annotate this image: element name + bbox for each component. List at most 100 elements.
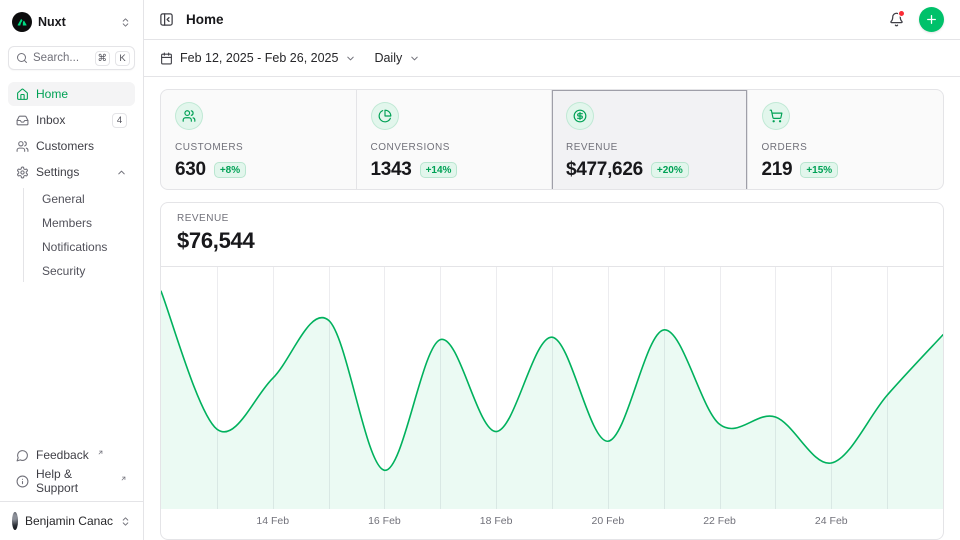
sidebar-item-customers[interactable]: Customers [8,134,135,158]
notification-dot [898,10,905,17]
stat-delta-badge: +8% [214,162,246,178]
stats-row: CUSTOMERS 630 +8% CONVERSIONS 1343 +14% [160,89,944,190]
chevron-up-icon [116,167,127,178]
cart-icon [762,102,790,130]
app-window: Nuxt Search... ⌘ K Home [0,0,960,540]
search-input[interactable]: Search... ⌘ K [8,46,135,70]
stat-label: CONVERSIONS [371,142,538,153]
help-support-link[interactable]: Help & Support [8,469,135,493]
settings-submenu: General Members Notifications Security [23,188,135,282]
stat-delta-badge: +14% [420,162,458,178]
home-icon [16,88,29,101]
user-name: Benjamin Canac [25,514,113,528]
calendar-icon [160,52,173,65]
nuxt-logo-icon [12,12,32,32]
period-value: Daily [374,51,402,65]
stat-card-conversions[interactable]: CONVERSIONS 1343 +14% [357,90,553,190]
stat-label: ORDERS [762,142,930,153]
stat-value: 630 [175,159,206,181]
inbox-count-badge: 4 [112,113,127,128]
chart-svg [161,267,943,509]
users-icon [16,140,29,153]
main-area: Home Feb 12, 2025 - Feb 26, 2025 Daily [144,0,960,540]
chevron-down-icon [345,53,356,64]
sidebar: Nuxt Search... ⌘ K Home [0,0,144,540]
sub-item-label: Notifications [42,240,107,254]
kbd-cmd: ⌘ [95,51,111,66]
chart-header: REVENUE $76,544 [161,203,943,266]
notifications-button[interactable] [883,7,909,33]
users-icon [175,102,203,130]
chart-x-axis: 14 Feb16 Feb18 Feb20 Feb22 Feb24 Feb [161,509,943,535]
revenue-area-chart [161,266,943,509]
collapse-sidebar-button[interactable] [156,10,176,30]
workspace-name: Nuxt [38,15,114,29]
plus-icon [925,13,938,26]
stat-card-revenue[interactable]: REVENUE $477,626 +20% [552,90,748,190]
stat-delta-badge: +15% [800,162,838,178]
feedback-link[interactable]: Feedback [8,443,135,467]
stat-value: $477,626 [566,159,643,181]
info-circle-icon [16,475,29,488]
sidebar-nav: Home Inbox 4 Customers Settings [8,82,135,282]
workspace-selector[interactable]: Nuxt [8,8,135,36]
stat-delta-badge: +20% [651,162,689,178]
date-range-picker[interactable]: Feb 12, 2025 - Feb 26, 2025 [160,51,356,65]
external-link-icon [97,449,104,456]
sub-item-label: Security [42,264,85,278]
dollar-circle-icon [566,102,594,130]
chart-value: $76,544 [177,228,927,254]
sidebar-item-settings[interactable]: Settings [8,160,135,184]
sidebar-item-label: Customers [36,139,127,153]
stat-card-customers[interactable]: CUSTOMERS 630 +8% [161,90,357,190]
stat-label: REVENUE [566,142,733,153]
panel-left-close-icon [159,12,174,27]
external-link-icon [120,475,127,482]
sidebar-footer-nav: Feedback Help & Support [8,443,135,493]
search-icon [16,52,28,64]
message-bubble-icon [16,449,29,462]
avatar [12,512,18,530]
dashboard-content: CUSTOMERS 630 +8% CONVERSIONS 1343 +14% [144,77,960,540]
x-axis-label: 20 Feb [591,515,624,527]
sidebar-item-label: Settings [36,165,109,179]
x-axis-label: 22 Feb [703,515,736,527]
kbd-k: K [115,51,130,66]
page-header: Home [144,0,960,40]
chevron-down-icon [409,53,420,64]
user-menu[interactable]: Benjamin Canac [8,510,135,532]
sidebar-item-home[interactable]: Home [8,82,135,106]
sidebar-item-general[interactable]: General [36,188,135,210]
add-button[interactable] [919,7,944,32]
sidebar-item-members[interactable]: Members [36,212,135,234]
chevrons-up-down-icon [120,17,131,28]
chevrons-up-down-icon [120,516,131,527]
chart-label: REVENUE [177,213,927,224]
sidebar-item-notifications[interactable]: Notifications [36,236,135,258]
stat-value: 219 [762,159,793,181]
footer-item-label: Feedback [36,448,89,462]
x-axis-label: 14 Feb [256,515,289,527]
pie-chart-icon [371,102,399,130]
inbox-icon [16,114,29,127]
sidebar-item-label: Home [36,87,127,101]
revenue-chart-card: REVENUE $76,544 14 Feb16 Feb18 Feb20 Feb… [160,202,944,540]
stat-value: 1343 [371,159,412,181]
sub-item-label: General [42,192,85,206]
page-title: Home [186,12,873,27]
search-placeholder: Search... [33,52,90,64]
gear-icon [16,166,29,179]
period-select[interactable]: Daily [374,51,420,65]
x-axis-label: 24 Feb [815,515,848,527]
sub-item-label: Members [42,216,92,230]
x-axis-label: 18 Feb [480,515,513,527]
filter-toolbar: Feb 12, 2025 - Feb 26, 2025 Daily [144,40,960,77]
sidebar-item-security[interactable]: Security [36,260,135,282]
stat-card-orders[interactable]: ORDERS 219 +15% [748,90,944,190]
stat-label: CUSTOMERS [175,142,342,153]
sidebar-item-inbox[interactable]: Inbox 4 [8,108,135,132]
sidebar-item-label: Inbox [36,113,105,127]
footer-item-label: Help & Support [36,467,112,495]
date-range-value: Feb 12, 2025 - Feb 26, 2025 [180,51,338,65]
sidebar-divider [0,501,143,502]
